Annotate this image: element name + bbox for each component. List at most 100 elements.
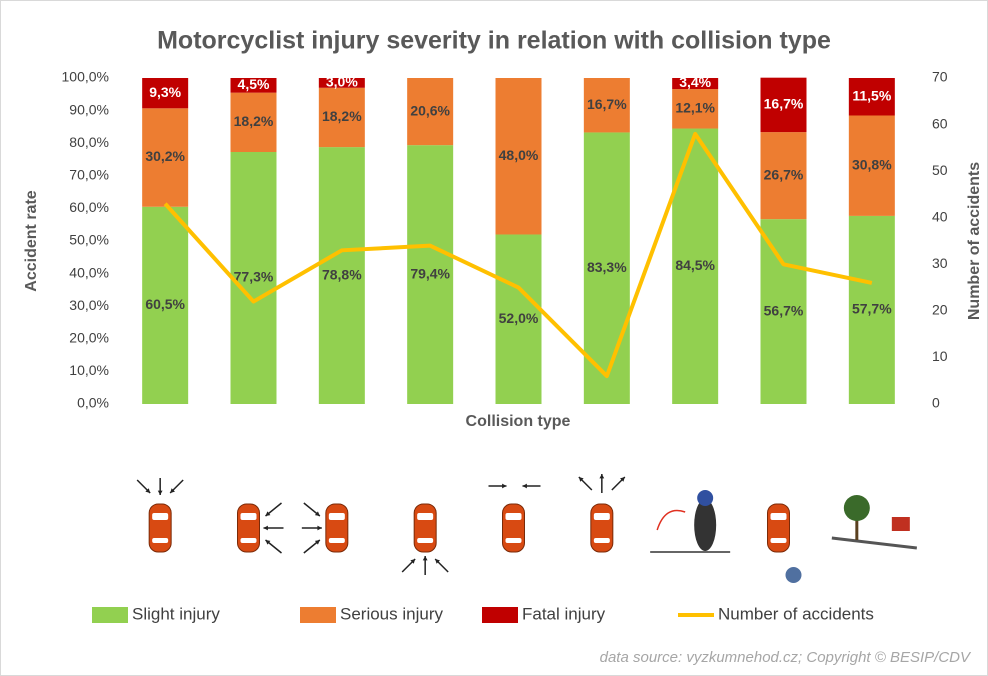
fall-arrow [656, 509, 686, 531]
y-tick-label: 40,0% [69, 264, 109, 280]
arrow-head [314, 511, 320, 516]
arrow-head [599, 474, 605, 479]
arrow-head [145, 488, 151, 493]
data-label: 30,8% [852, 156, 892, 172]
car-icon [237, 503, 260, 553]
y2-tick-label: 10 [932, 348, 948, 364]
bar-segment [142, 108, 189, 207]
data-label: 79,4% [410, 265, 450, 281]
bar-segment [230, 92, 277, 153]
data-label: 16,7% [587, 96, 627, 112]
car-icon [413, 503, 437, 553]
y-tick-label: 100,0% [62, 69, 109, 85]
car-icon [502, 503, 525, 553]
car-icon [148, 503, 172, 553]
arrow-head [522, 483, 527, 489]
bicycle-icon [785, 567, 802, 583]
data-label: 57,7% [852, 301, 892, 317]
car-window [152, 538, 169, 543]
legend-swatch [482, 607, 518, 623]
car-window [770, 513, 787, 520]
bar-segment [848, 115, 895, 216]
arrow-head [157, 490, 163, 495]
ground [831, 536, 918, 550]
car-window [770, 538, 787, 543]
y2-tick-label: 40 [932, 208, 948, 224]
bar-segment [318, 87, 365, 148]
y-tick-label: 10,0% [69, 362, 109, 378]
y-tick-label: 60,0% [69, 199, 109, 215]
bar-segment [760, 219, 807, 404]
y2-tick-label: 60 [932, 115, 948, 131]
car-window [240, 538, 257, 543]
y2-tick-label: 30 [932, 255, 948, 271]
car-icon [325, 503, 349, 553]
arrow-head [317, 525, 322, 531]
data-label: 9,3% [149, 84, 181, 100]
bar-segment [407, 78, 454, 146]
bar-segment [318, 147, 365, 404]
legend-swatch [92, 607, 128, 623]
source-note: data source: vyzkumnehod.cz; Copyright ©… [600, 649, 972, 666]
arrow-head [435, 559, 440, 564]
bar-segment [495, 78, 542, 235]
bar-segment [142, 206, 189, 404]
car-window [505, 538, 522, 543]
legend-label: Number of accidents [718, 604, 874, 623]
y-tick-label: 70,0% [69, 167, 109, 183]
car-window [328, 538, 345, 543]
y-tick-label: 50,0% [69, 232, 109, 248]
bar-segment [318, 78, 365, 88]
car-window [417, 513, 434, 520]
arrow-head [620, 477, 625, 482]
data-label: 56,7% [764, 302, 804, 318]
data-label: 78,8% [322, 266, 362, 282]
bar-segment [142, 78, 189, 109]
data-label: 18,2% [234, 113, 274, 129]
data-label: 84,5% [675, 257, 715, 273]
y2-tick-label: 20 [932, 302, 948, 318]
car-icon [767, 503, 790, 553]
y-tick-label: 80,0% [69, 134, 109, 150]
bar-segment [407, 145, 454, 404]
tree-crown [843, 495, 870, 521]
rider [697, 490, 714, 506]
line-series [163, 131, 873, 379]
bar-segment [760, 77, 807, 133]
data-label: 12,1% [675, 100, 715, 116]
house-icon [891, 517, 910, 531]
car-window [505, 513, 522, 520]
y-axis-label: Accident rate [23, 190, 40, 291]
arrow-head [314, 540, 320, 545]
chart-title: Motorcyclist injury severity in relation… [157, 27, 831, 55]
arrow-head [265, 511, 271, 516]
car-window [240, 513, 257, 520]
car-window [593, 538, 610, 543]
data-label: 77,3% [234, 269, 274, 285]
car-window [328, 513, 345, 520]
y2-tick-label: 70 [932, 69, 948, 85]
data-label: 18,2% [322, 108, 362, 124]
car-window [417, 538, 434, 543]
bar-segment [495, 234, 542, 404]
bar-segment [230, 152, 277, 404]
arrow-head [263, 525, 268, 531]
bar-segment [672, 78, 719, 90]
data-label: 30,2% [145, 148, 185, 164]
arrow-head [410, 559, 416, 564]
data-label: 60,5% [145, 296, 185, 312]
legend-swatch [300, 607, 336, 623]
y-tick-label: 30,0% [69, 297, 109, 313]
bar-segment [760, 132, 807, 220]
arrow-head [170, 488, 175, 493]
data-label: 11,5% [852, 87, 891, 103]
bar-segment [672, 89, 719, 129]
y2-axis-label: Number of accidents [966, 162, 983, 320]
data-label: 3,4% [679, 74, 711, 90]
x-axis-label: Collision type [466, 413, 571, 430]
arrow-head [578, 477, 584, 482]
y2-tick-label: 50 [932, 162, 948, 178]
car-icon [590, 503, 614, 553]
y2-tick-label: 0 [932, 395, 940, 411]
